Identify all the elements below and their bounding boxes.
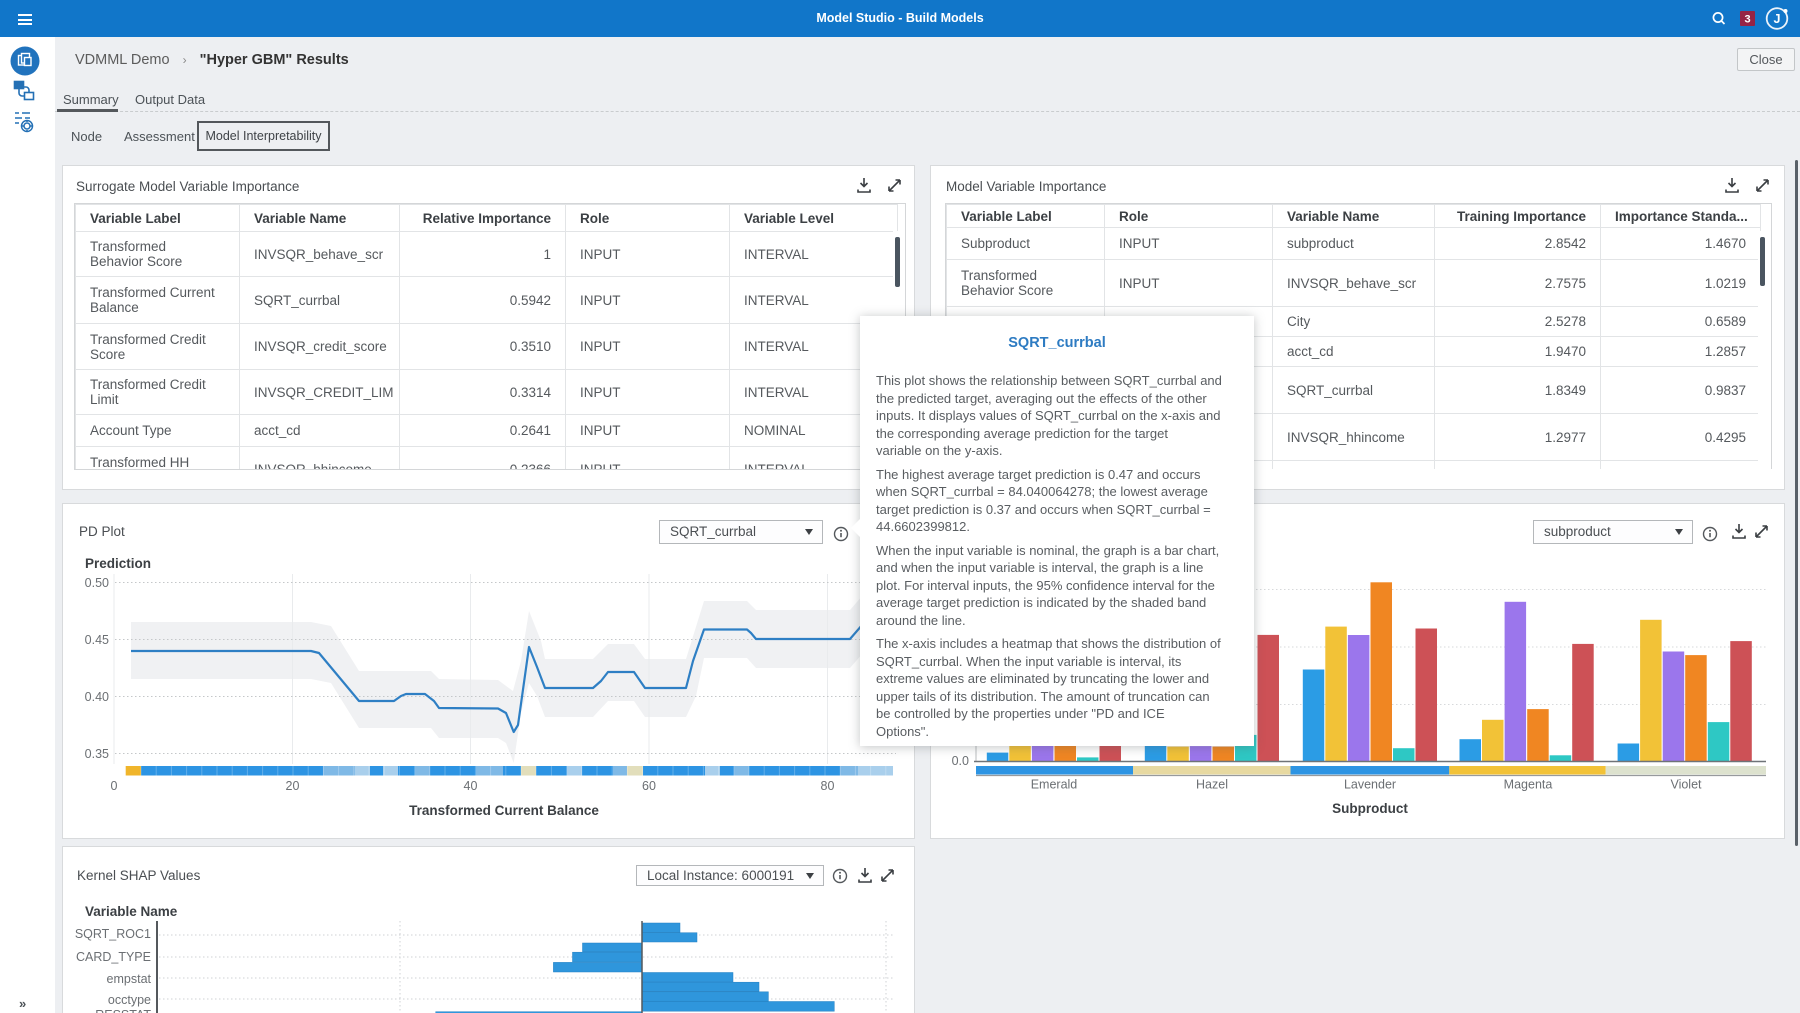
svg-text:60: 60 xyxy=(642,779,656,793)
svg-text:Variable Name: Variable Name xyxy=(85,904,178,919)
svg-text:»: » xyxy=(19,996,26,1011)
svg-text:Emerald: Emerald xyxy=(1031,778,1078,792)
svg-text:3: 3 xyxy=(1744,14,1750,26)
svg-text:20: 20 xyxy=(286,779,300,793)
svg-text:Prediction: Prediction xyxy=(85,556,151,571)
svg-text:Lavender: Lavender xyxy=(1344,778,1396,792)
svg-text:CARD_TYPE: CARD_TYPE xyxy=(76,950,151,964)
svg-text:0.0: 0.0 xyxy=(952,754,969,768)
svg-text:Transformed Current Balance: Transformed Current Balance xyxy=(409,803,599,818)
svg-text:0.35: 0.35 xyxy=(85,747,109,761)
svg-text:Hazel: Hazel xyxy=(1196,778,1228,792)
svg-text:SQRT_ROC1: SQRT_ROC1 xyxy=(75,927,151,941)
svg-text:Violet: Violet xyxy=(1670,778,1702,792)
svg-text:J: J xyxy=(1774,12,1781,26)
svg-text:0.50: 0.50 xyxy=(85,576,109,590)
svg-text:40: 40 xyxy=(464,779,478,793)
svg-text:0: 0 xyxy=(111,779,118,793)
svg-text:empstat: empstat xyxy=(107,972,152,986)
svg-text:0.40: 0.40 xyxy=(85,690,109,704)
svg-text:Subproduct: Subproduct xyxy=(1332,801,1408,816)
svg-text:Magenta: Magenta xyxy=(1504,778,1553,792)
svg-text:80: 80 xyxy=(821,779,835,793)
svg-text:RESSTAT: RESSTAT xyxy=(95,1008,151,1013)
svg-text:0.45: 0.45 xyxy=(85,633,109,647)
svg-text:occtype: occtype xyxy=(108,993,151,1007)
